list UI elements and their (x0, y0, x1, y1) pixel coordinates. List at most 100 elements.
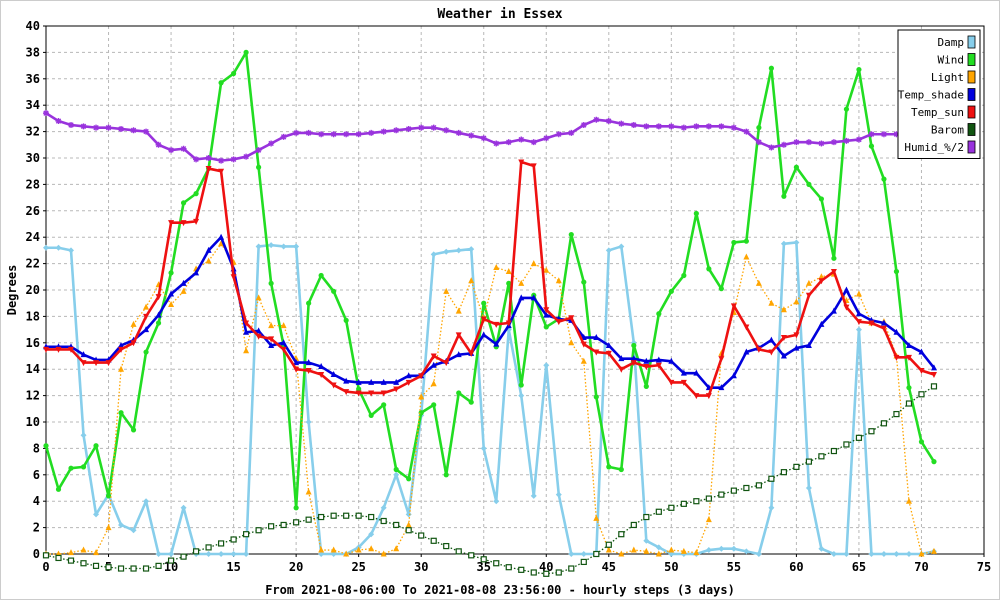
data-point-damp (705, 547, 712, 554)
data-point-light (580, 357, 587, 364)
data-point-temp-shade (193, 269, 200, 276)
data-point-wind (80, 464, 87, 470)
data-point-humid-2 (468, 132, 475, 139)
data-point-wind (906, 385, 912, 391)
data-point-wind (168, 270, 174, 276)
data-point-damp (718, 545, 725, 552)
data-point-barom (443, 542, 450, 550)
data-point-temp-sun (880, 325, 887, 332)
legend-box (897, 29, 981, 159)
data-point-humid-2 (518, 136, 525, 143)
data-point-damp (430, 251, 437, 258)
data-point-humid-2 (380, 128, 387, 135)
data-point-temp-shade (818, 320, 825, 327)
legend-label-wind: Wind (938, 54, 965, 67)
data-point-humid-2 (218, 157, 225, 164)
data-point-wind (343, 317, 349, 323)
data-point-temp-shade (643, 357, 650, 364)
data-point-wind (593, 394, 599, 400)
data-point-damp (780, 240, 787, 247)
data-point-barom (568, 565, 575, 572)
data-point-humid-2 (730, 124, 737, 131)
data-point-barom (905, 400, 913, 407)
data-point-humid-2 (543, 135, 550, 142)
x-tick-label: 10 (164, 560, 178, 574)
data-point-wind (393, 466, 399, 473)
y-tick-label: 16 (26, 336, 40, 350)
data-point-temp-sun (393, 386, 400, 393)
data-point-temp-sun (43, 346, 49, 353)
y-tick-label: 20 (26, 283, 40, 297)
data-point-humid-2 (505, 139, 512, 146)
data-point-light (780, 306, 787, 313)
data-point-temp-shade (718, 384, 725, 391)
data-point-humid-2 (230, 156, 237, 163)
data-point-humid-2 (168, 147, 175, 154)
data-point-barom (243, 531, 250, 538)
data-point-barom (605, 541, 612, 548)
series-line-temp-sun (46, 160, 935, 397)
data-point-temp-shade (893, 328, 900, 335)
data-point-humid-2 (393, 127, 400, 134)
data-point-humid-2 (155, 141, 162, 148)
data-point-wind (406, 476, 412, 482)
data-point-humid-2 (780, 141, 787, 148)
data-point-temp-sun (405, 379, 412, 386)
y-tick-label: 8 (33, 441, 40, 455)
data-point-humid-2 (80, 123, 87, 130)
x-tick-label: 25 (351, 560, 365, 574)
data-point-temp-shade (543, 311, 550, 318)
data-point-temp-shade (255, 327, 262, 334)
y-tick-label: 2 (33, 521, 40, 535)
data-point-light (405, 521, 412, 528)
data-point-light (218, 240, 225, 247)
data-point-temp-shade (180, 279, 187, 286)
y-tick-label: 26 (26, 204, 40, 218)
data-point-wind (193, 191, 199, 197)
y-tick-label: 32 (26, 125, 40, 139)
data-point-wind (468, 399, 474, 405)
data-point-barom (405, 527, 412, 534)
data-point-humid-2 (555, 131, 562, 138)
data-point-wind (243, 49, 249, 56)
data-point-humid-2 (43, 110, 49, 117)
data-point-damp (180, 504, 187, 511)
data-point-humid-2 (793, 139, 800, 146)
data-point-barom (543, 570, 550, 577)
data-point-temp-sun (855, 319, 862, 326)
data-point-temp-sun (480, 316, 487, 323)
data-point-barom (380, 517, 387, 525)
data-point-temp-shade (680, 369, 687, 376)
data-point-light (630, 546, 637, 553)
legend-label-temp-shade: Temp_shade (898, 89, 964, 102)
data-point-humid-2 (305, 129, 312, 136)
y-tick-label: 40 (26, 19, 40, 33)
data-point-barom (368, 513, 375, 521)
data-point-temp-sun (143, 313, 150, 320)
data-point-temp-sun (643, 364, 650, 371)
data-point-light (280, 322, 287, 329)
data-point-barom (130, 565, 137, 572)
data-point-light (555, 277, 562, 284)
data-point-humid-2 (93, 124, 100, 131)
data-point-barom (518, 566, 525, 573)
data-point-light (693, 549, 700, 556)
data-point-temp-shade (518, 294, 525, 301)
data-point-barom (217, 540, 225, 547)
data-point-barom (480, 556, 487, 563)
data-point-damp (118, 521, 125, 528)
data-point-humid-2 (643, 123, 650, 130)
data-point-damp (543, 362, 550, 369)
data-point-temp-sun (193, 218, 200, 225)
data-point-temp-shade (805, 341, 812, 348)
data-point-damp (393, 471, 400, 478)
data-point-barom (930, 383, 938, 390)
data-point-light (393, 545, 400, 552)
data-point-temp-sun (593, 349, 600, 356)
data-point-wind (718, 286, 724, 292)
data-point-wind (656, 311, 662, 317)
data-point-temp-sun (555, 319, 562, 326)
data-point-light (68, 549, 75, 556)
data-point-barom (680, 500, 687, 507)
